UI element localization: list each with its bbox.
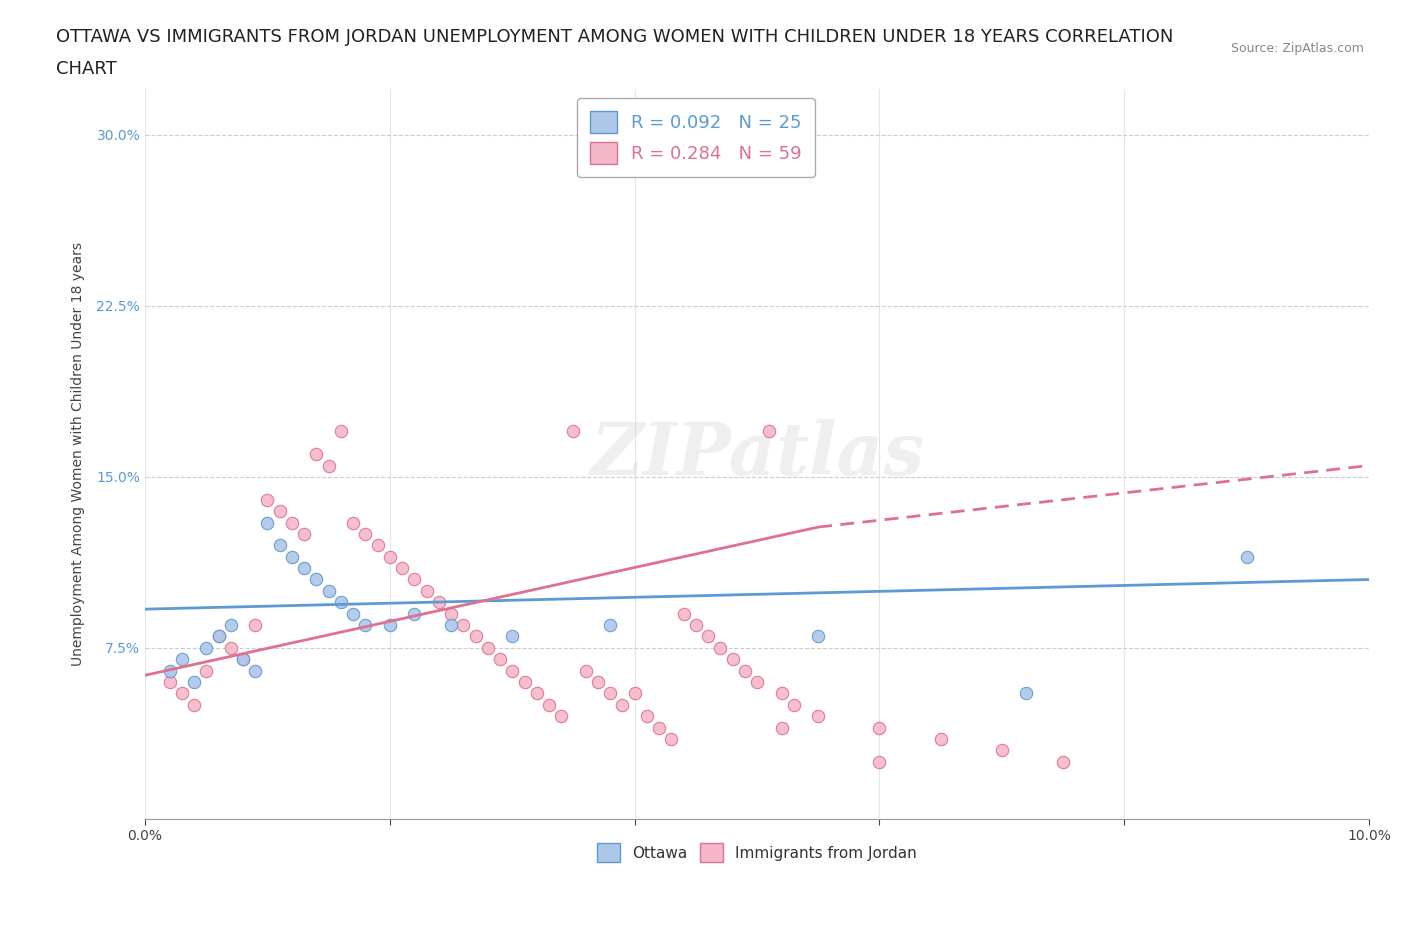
Point <box>170 652 193 667</box>
Point <box>195 663 218 678</box>
Text: CHART: CHART <box>56 60 117 78</box>
Point <box>183 698 205 712</box>
Text: Source: ZipAtlas.com: Source: ZipAtlas.com <box>1230 42 1364 55</box>
Point <box>342 515 364 530</box>
Point <box>329 424 352 439</box>
Point <box>292 526 315 541</box>
Point <box>440 606 463 621</box>
Point <box>562 424 585 439</box>
Point <box>232 652 254 667</box>
Point <box>256 515 278 530</box>
Point <box>599 686 621 701</box>
Point <box>342 606 364 621</box>
Point <box>354 618 377 632</box>
Point <box>1236 550 1258 565</box>
Point <box>869 720 891 735</box>
Point <box>378 618 401 632</box>
Point <box>623 686 645 701</box>
Point <box>440 618 463 632</box>
Point <box>292 561 315 576</box>
Point <box>391 561 413 576</box>
Point <box>318 583 340 598</box>
Point <box>159 663 181 678</box>
Point <box>415 583 437 598</box>
Point <box>648 720 671 735</box>
Point <box>1052 754 1074 769</box>
Point <box>770 720 793 735</box>
Point <box>758 424 780 439</box>
Point <box>783 698 806 712</box>
Y-axis label: Unemployment Among Women with Children Under 18 years: Unemployment Among Women with Children U… <box>72 242 86 666</box>
Point <box>709 641 731 656</box>
Point <box>612 698 634 712</box>
Point <box>807 629 830 644</box>
Point <box>477 641 499 656</box>
Point <box>991 743 1014 758</box>
Point <box>526 686 548 701</box>
Text: OTTAWA VS IMMIGRANTS FROM JORDAN UNEMPLOYMENT AMONG WOMEN WITH CHILDREN UNDER 18: OTTAWA VS IMMIGRANTS FROM JORDAN UNEMPLO… <box>56 28 1174 46</box>
Point <box>207 629 229 644</box>
Point <box>159 674 181 689</box>
Point <box>269 504 291 519</box>
Point <box>453 618 475 632</box>
Point <box>305 446 328 461</box>
Point <box>305 572 328 587</box>
Point <box>685 618 707 632</box>
Point <box>367 538 389 552</box>
Point <box>807 709 830 724</box>
Point <box>636 709 658 724</box>
Point <box>245 663 267 678</box>
Point <box>232 652 254 667</box>
Point <box>672 606 695 621</box>
Point <box>195 641 218 656</box>
Point <box>661 732 683 747</box>
Point <box>550 709 572 724</box>
Point <box>501 663 523 678</box>
Point <box>869 754 891 769</box>
Point <box>1015 686 1038 701</box>
Point <box>256 492 278 507</box>
Point <box>281 515 304 530</box>
Point <box>537 698 560 712</box>
Point <box>404 606 426 621</box>
Point <box>269 538 291 552</box>
Point <box>183 674 205 689</box>
Point <box>219 618 242 632</box>
Point <box>575 663 598 678</box>
Point <box>513 674 536 689</box>
Point <box>427 595 450 610</box>
Point <box>281 550 304 565</box>
Point <box>329 595 352 610</box>
Point <box>929 732 952 747</box>
Point <box>734 663 756 678</box>
Point <box>489 652 512 667</box>
Point <box>770 686 793 701</box>
Point <box>378 550 401 565</box>
Point <box>219 641 242 656</box>
Point <box>501 629 523 644</box>
Point <box>318 458 340 473</box>
Point <box>404 572 426 587</box>
Point <box>170 686 193 701</box>
Point <box>721 652 744 667</box>
Point <box>745 674 768 689</box>
Point <box>354 526 377 541</box>
Point <box>245 618 267 632</box>
Point <box>586 674 609 689</box>
Point <box>697 629 720 644</box>
Point <box>599 618 621 632</box>
Legend: Ottawa, Immigrants from Jordan: Ottawa, Immigrants from Jordan <box>589 836 925 870</box>
Point <box>464 629 486 644</box>
Point <box>207 629 229 644</box>
Text: ZIPatlas: ZIPatlas <box>591 418 924 489</box>
